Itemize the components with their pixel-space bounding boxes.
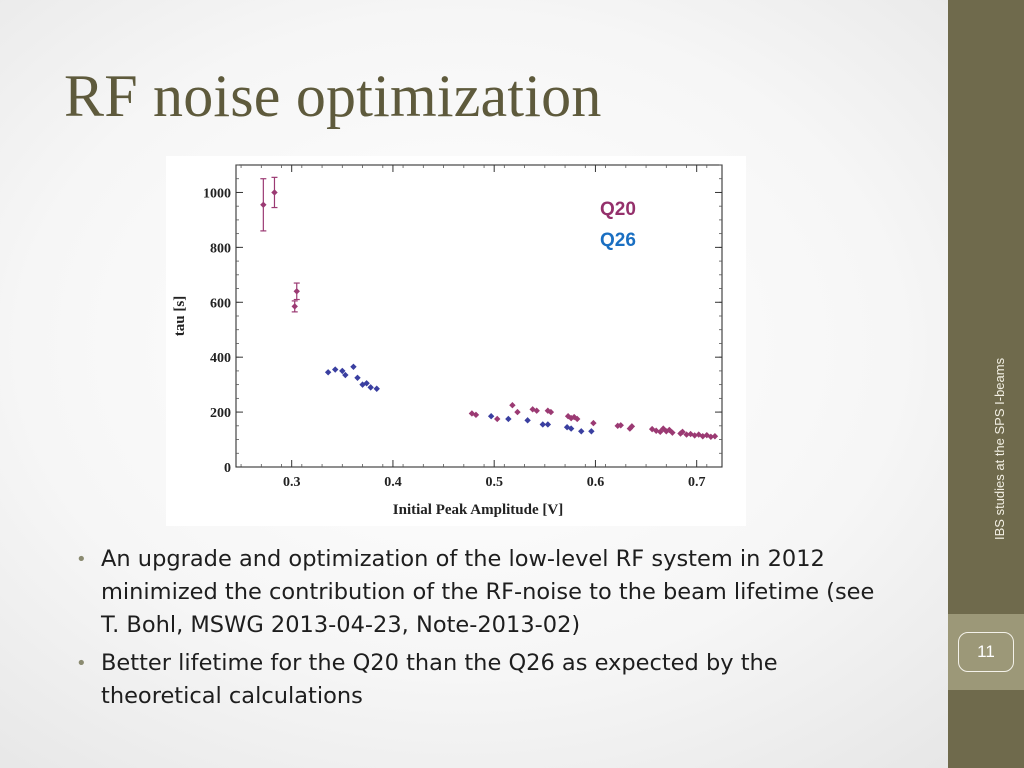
data-point-q26: [588, 428, 595, 435]
data-point-q26: [487, 413, 495, 420]
x-tick-label: 0.3: [283, 475, 301, 490]
data-point-q20: [544, 407, 552, 414]
data-point-q26: [354, 374, 361, 381]
data-point-q20: [699, 433, 706, 440]
data-point-q20: [533, 407, 540, 414]
data-point-q26: [373, 385, 380, 392]
data-point-q26: [539, 421, 546, 428]
data-point-q20: [691, 432, 698, 439]
bullet-list: • An upgrade and optimization of the low…: [74, 543, 884, 718]
slide-title: RF noise optimization: [64, 63, 602, 129]
data-point-q20: [590, 419, 597, 427]
data-point-q20: [514, 408, 521, 416]
data-point-q20: [564, 413, 572, 420]
plot-frame: [235, 164, 723, 468]
data-point-q20: [687, 430, 694, 438]
x-axis-title: Initial Peak Amplitude [V]: [393, 502, 563, 518]
data-point-q20: [679, 428, 686, 436]
legend-q20: Q20: [600, 199, 636, 220]
bullet-dot-icon: •: [76, 653, 87, 674]
tau-vs-amplitude-chart: 0.3 0.4 0.5 0.6 0.7 0 200 400 600 800 1000 Q20 Q26…: [166, 156, 746, 526]
data-point-q20: [271, 189, 278, 196]
data-point-q26: [350, 363, 357, 370]
data-point-q20: [617, 422, 624, 429]
bullet-item: • Better lifetime for the Q20 than the Q…: [74, 647, 884, 713]
data-point-q26: [342, 371, 349, 379]
y-axis-title: tau [s]: [172, 296, 188, 336]
x-tick-label: 0.5: [485, 475, 503, 490]
data-point-q26: [505, 415, 512, 423]
data-point-q26: [544, 421, 552, 428]
data-point-q20: [260, 201, 267, 209]
data-point-q26: [367, 384, 374, 391]
data-point-q26: [363, 380, 370, 387]
legend-q26: Q26: [600, 230, 636, 251]
data-point-q20: [472, 411, 480, 419]
data-point-q20: [293, 288, 300, 295]
data-point-q20: [494, 415, 501, 423]
data-point-q20: [683, 431, 690, 438]
data-point-q26: [324, 369, 332, 376]
data-point-q20: [711, 433, 719, 440]
x-tick-label: 0.6: [587, 475, 605, 490]
bullet-dot-icon: •: [76, 549, 87, 570]
data-point-q26: [332, 366, 339, 373]
page-number-box: [948, 614, 1024, 690]
data-point-q20: [509, 402, 516, 409]
y-tick-label: 800: [210, 241, 231, 256]
y-tick-label: 400: [210, 351, 231, 366]
data-point-q26: [524, 417, 531, 424]
y-tick-label: 0: [224, 461, 231, 476]
footer-text: IBS studies at the SPS I-beams: [992, 357, 1007, 540]
data-point-q20: [574, 415, 581, 423]
data-point-q20: [291, 303, 298, 310]
bullet-text: Better lifetime for the Q20 than the Q26…: [101, 650, 778, 709]
data-point-q20: [677, 430, 684, 437]
bullet-text: An upgrade and optimization of the low-l…: [101, 546, 875, 638]
y-tick-label: 1000: [203, 186, 231, 201]
x-tick-label: 0.4: [384, 475, 402, 490]
bullet-item: • An upgrade and optimization of the low…: [74, 543, 884, 642]
data-point-q26: [578, 428, 585, 435]
data-point-q20: [707, 433, 715, 440]
y-tick-label: 200: [210, 406, 231, 421]
y-tick-label: 600: [210, 296, 231, 311]
x-tick-label: 0.7: [688, 475, 706, 490]
page-number: 11: [958, 632, 1014, 672]
